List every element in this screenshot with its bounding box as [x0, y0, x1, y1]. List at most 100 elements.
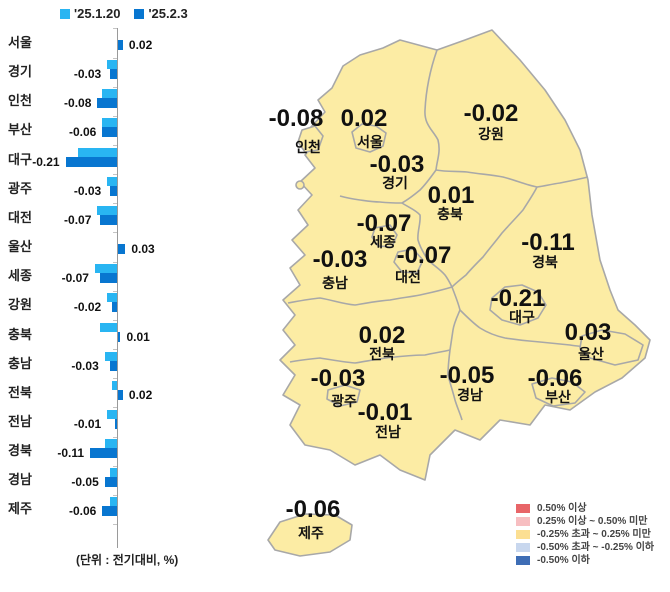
bar-chart-plot: 서울 0.02 경기 -0.03 인천 -0.08 부산 -0.06 대구 -0.21 광주 -0.0…	[0, 0, 245, 552]
axis-tick	[113, 436, 117, 438]
map-region-name-gwangju: 광주	[331, 393, 357, 409]
legend-swatch-icon	[60, 8, 70, 19]
bar-row-label: 광주	[8, 180, 32, 196]
map-legend-label: 0.25% 이상 ~ 0.50% 미만	[537, 516, 648, 527]
border-gyeonggi-gangwon	[424, 49, 440, 171]
bar-curr-period	[102, 506, 117, 517]
axis-tick	[113, 378, 117, 380]
axis-tick	[113, 523, 117, 525]
bar-prev-period	[104, 439, 117, 449]
axis-tick	[113, 290, 117, 292]
bar-prev-period	[94, 264, 117, 274]
map-region-name-jeju: 제주	[298, 525, 324, 541]
map-region-name-busan: 부산	[545, 389, 571, 405]
axis-tick	[113, 57, 117, 59]
border-chungbuk-west	[401, 202, 453, 288]
bar-value-label: 0.02	[128, 387, 153, 402]
map-legend-item-1: 0.25% 이상 ~ 0.50% 미만	[516, 516, 654, 527]
map-region-name-gangwon: 강원	[478, 126, 504, 142]
border-chungbuk-east	[451, 186, 538, 288]
bar-prev-period	[97, 205, 117, 215]
bar-value-label: -0.03	[73, 183, 102, 198]
map-region-name-sejong: 세종	[370, 234, 396, 250]
bar-curr-period	[99, 214, 117, 225]
map-legend-swatch-icon	[516, 543, 530, 552]
map-legend-label: -0.25% 초과 ~ 0.25% 미만	[537, 529, 651, 540]
bar-row-label: 울산	[8, 239, 32, 255]
bar-value-label: -0.08	[64, 96, 92, 111]
axis-tick	[113, 465, 117, 467]
bar-value-label: -0.21	[32, 154, 60, 169]
map-value-jeonbuk: 0.02	[359, 322, 406, 349]
map-legend-label: -0.50% 초과 ~ -0.25% 이하	[537, 542, 655, 553]
bar-value-label: 0.01	[126, 329, 150, 344]
border-gyeonggi-south	[339, 169, 437, 204]
map-region-name-gyeongnam: 경남	[457, 387, 483, 403]
bar-legend-item-0: '25.1.20	[60, 6, 120, 21]
bar-curr-period	[104, 477, 117, 488]
map-region-daejeon	[393, 248, 424, 274]
axis-tick	[113, 232, 117, 234]
map-region-seoul	[351, 123, 387, 153]
bar-curr-period	[118, 331, 121, 342]
map-value-incheon: -0.08	[269, 105, 324, 132]
map-legend-item-2: -0.25% 초과 ~ 0.25% 미만	[516, 529, 654, 540]
korea-choropleth-map: -0.08 인천 0.02 서울 -0.03 경기 -0.02 강원 0.01 충북 -0.07 세종…	[240, 25, 670, 585]
bar-curr-period	[109, 185, 117, 196]
bar-curr-period	[114, 418, 117, 429]
border-gangwon-south	[435, 169, 589, 188]
bar-row-label: 경기	[8, 64, 32, 80]
border-jeonnam-gyeongnam	[447, 349, 463, 421]
map-region-name-daegu: 대구	[509, 309, 535, 325]
axis-tick	[113, 145, 117, 146]
map-value-gyeongbuk: -0.11	[521, 229, 574, 256]
bar-prev-period	[104, 351, 117, 361]
bar-prev-period	[99, 322, 117, 332]
map-region-name-ulsan: 울산	[578, 346, 604, 362]
map-value-busan: -0.06	[528, 365, 583, 392]
bar-row-label: 세종	[8, 268, 32, 284]
map-region-jeju	[267, 513, 353, 557]
bar-value-label: -0.03	[73, 67, 102, 82]
bar-row-label: 충북	[8, 326, 32, 342]
map-region-ulsan	[579, 329, 644, 366]
bar-value-label: -0.07	[61, 271, 89, 286]
border-chungnam-jeonbuk	[287, 286, 453, 306]
bar-row-label: 부산	[8, 122, 32, 138]
bar-value-label: -0.03	[71, 358, 99, 373]
bar-chart-legend: '25.1.20 '25.2.3	[60, 6, 188, 21]
map-region-name-incheon: 인천	[295, 139, 321, 155]
border-jeonbuk-jeonnam	[289, 349, 451, 364]
map-region-name-jeonnam: 전남	[375, 424, 401, 440]
unit-note: (단위 : 전기대비, %)	[76, 553, 179, 567]
axis-tick	[113, 407, 117, 409]
bar-value-label: 0.03	[131, 242, 155, 257]
axis-tick	[113, 115, 117, 117]
bar-curr-period	[102, 127, 117, 138]
bar-prev-period	[109, 497, 117, 507]
map-region-name-gyeonggi: 경기	[382, 175, 408, 191]
bar-value-label: -0.02	[73, 300, 102, 315]
border-jeonbuk-gyeongnam	[449, 309, 461, 351]
bar-row-label: 강원	[8, 297, 32, 313]
bar-prev-period	[109, 468, 117, 478]
bar-prev-period	[77, 147, 117, 157]
map-region-name-chungnam: 충남	[322, 275, 348, 291]
map-region-incheon	[297, 125, 324, 153]
map-value-jeonnam: -0.01	[358, 399, 413, 426]
bar-curr-period	[97, 98, 117, 109]
map-value-daegu: -0.21	[491, 285, 546, 312]
map-region-name-daejeon: 대전	[395, 269, 421, 285]
axis-tick	[113, 261, 117, 263]
bar-curr-period	[118, 389, 123, 400]
bar-curr-period	[118, 40, 123, 50]
axis-tick	[113, 174, 117, 176]
bar-prev-period	[112, 380, 117, 390]
map-value-chungnam: -0.03	[313, 246, 368, 273]
map-region-name-seoul: 서울	[357, 134, 383, 150]
bar-curr-period	[99, 273, 117, 284]
map-legend-swatch-icon	[516, 517, 530, 526]
bar-legend-label: '25.1.20	[74, 6, 121, 21]
map-legend-swatch-icon	[516, 556, 530, 565]
